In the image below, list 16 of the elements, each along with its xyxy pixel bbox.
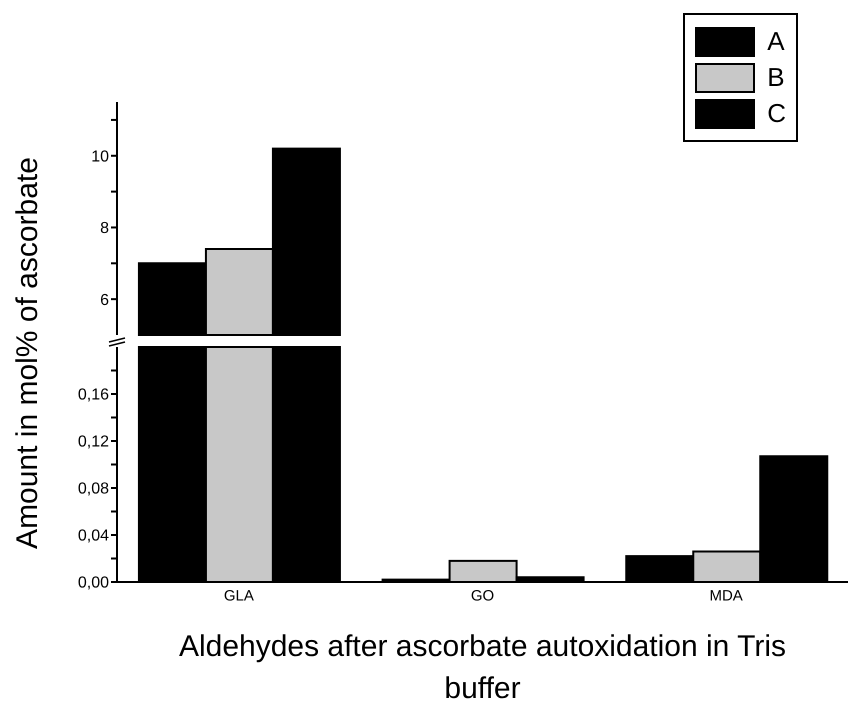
y-axis-title: Amount in mol% of ascorbate: [11, 157, 45, 549]
y-tick-label: 6: [100, 292, 110, 309]
y-tick-label: 10: [91, 148, 110, 166]
legend-label: A: [767, 26, 785, 57]
x-axis-title: Aldehydes after ascorbate autoxidation in Tris buffer: [178, 629, 788, 705]
x-tick-label: GO: [470, 588, 494, 605]
legend-label: B: [767, 62, 785, 93]
x-tick-label: MDA: [709, 588, 743, 605]
y-tick-label: 0,16: [78, 386, 110, 404]
legend-label: C: [767, 98, 786, 129]
y-tick-label: 0,00: [78, 574, 110, 592]
x-tick-label: GLA: [224, 588, 254, 605]
y-tick-label: 0,12: [78, 434, 110, 451]
y-tick-label: 0,08: [78, 480, 110, 498]
y-tick-label: 8: [100, 220, 110, 238]
y-tick-label: 0,04: [78, 528, 110, 545]
